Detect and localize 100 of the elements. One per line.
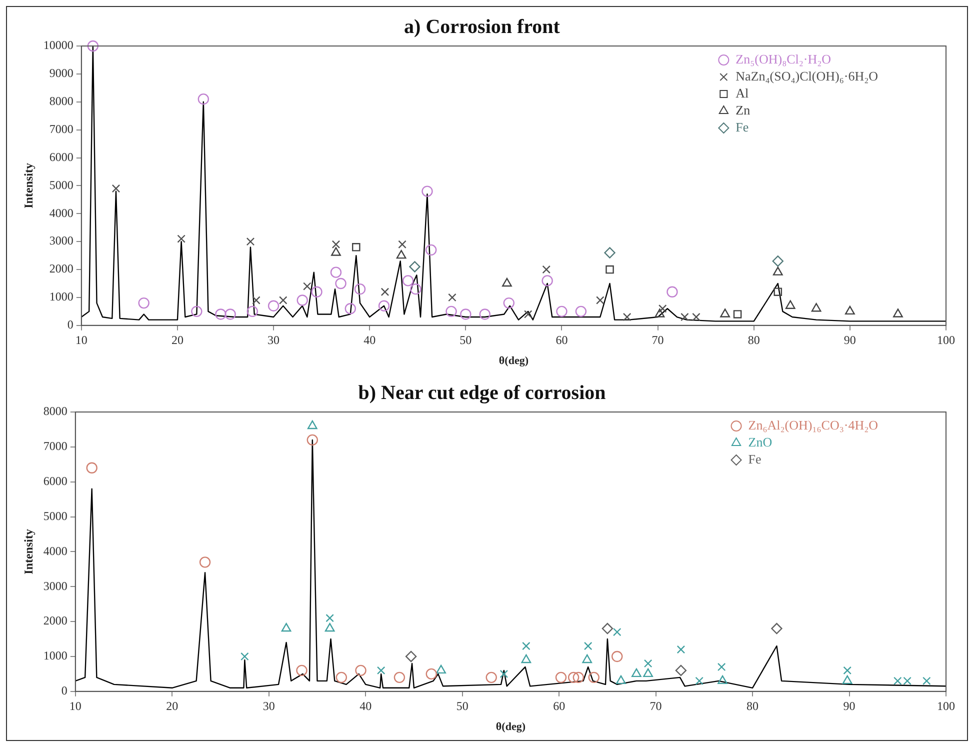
point (87, 40, 99, 52)
point (774, 288, 782, 296)
y-axis-title: Intensity (21, 529, 36, 574)
point (606, 265, 614, 274)
x-tick-label: 10 (69, 698, 82, 713)
x-tick-label: 30 (268, 332, 280, 347)
point (355, 664, 366, 676)
point (448, 293, 456, 302)
point (112, 184, 120, 193)
y-tick-label: 4000 (43, 544, 68, 558)
point (643, 668, 653, 678)
y-tick-label: 8000 (43, 404, 68, 418)
x-tick-label: 20 (166, 698, 178, 713)
legend-label: Zn₆Al₂(OH)₁₆CO₃·4H₂O (748, 417, 878, 432)
point (405, 650, 417, 662)
point (335, 278, 346, 290)
x-tick-label: 20 (171, 332, 184, 347)
point (177, 234, 186, 243)
point (326, 614, 334, 622)
x-tick-label: 50 (460, 332, 472, 347)
y-tick-label: 2000 (49, 262, 74, 276)
point (252, 296, 260, 304)
point (376, 666, 386, 675)
point (556, 306, 568, 318)
point (503, 297, 514, 309)
x-tick-label: 40 (360, 698, 372, 713)
y-tick-label: 10000 (43, 38, 74, 52)
point (336, 672, 348, 684)
y-tick-label: 2000 (43, 614, 68, 628)
point (198, 93, 210, 105)
y-tick-label: 6000 (49, 150, 74, 164)
point (632, 668, 642, 678)
point (191, 306, 202, 318)
point (811, 303, 822, 312)
point (344, 303, 356, 314)
point (612, 628, 622, 636)
point (332, 240, 340, 249)
point (330, 266, 342, 278)
y-tick-label: 7000 (43, 439, 68, 454)
point (843, 666, 852, 675)
point (410, 283, 422, 295)
y-tick-label: 6000 (43, 474, 68, 488)
point (409, 261, 420, 272)
point (324, 622, 335, 632)
point (680, 312, 689, 322)
chart-title: a) Corrosion front (404, 16, 560, 38)
point (893, 308, 903, 318)
y-tick-label: 9000 (49, 66, 74, 80)
y-tick-label: 0 (61, 684, 68, 698)
point (522, 642, 530, 650)
point (86, 462, 98, 474)
point (246, 306, 258, 318)
point (138, 297, 150, 309)
legend-label: ZnO (748, 434, 772, 450)
x-tick-label: 50 (456, 698, 468, 713)
point (676, 645, 686, 654)
x-tick-label: 70 (652, 332, 664, 347)
x-tick-label: 40 (364, 332, 376, 347)
point (331, 247, 341, 256)
point (394, 672, 406, 684)
legend-label: NaZn₄(SO₄)Cl(OH)₆·6H₂O (736, 68, 878, 84)
point (542, 275, 553, 286)
point (772, 256, 784, 267)
point (303, 282, 312, 290)
point (378, 300, 390, 312)
point (845, 306, 855, 315)
point (281, 622, 292, 632)
point (575, 306, 587, 318)
point (524, 310, 532, 318)
x-tick-label: 100 (937, 332, 955, 347)
point (692, 312, 700, 322)
point (675, 664, 687, 676)
point (658, 304, 667, 313)
point (555, 672, 567, 684)
legend-label: Fe (736, 119, 749, 134)
point (500, 670, 508, 678)
point (486, 672, 497, 684)
point (398, 240, 406, 249)
point (542, 265, 550, 274)
point (279, 296, 288, 304)
x-tick-label: 30 (262, 698, 275, 713)
point (572, 672, 584, 684)
point (502, 278, 512, 287)
point (644, 659, 652, 668)
point (460, 308, 472, 320)
point (568, 672, 580, 684)
point (582, 654, 592, 664)
point (720, 308, 730, 318)
y-tick-label: 0 (67, 318, 74, 332)
x-tick-label: 10 (75, 332, 88, 347)
y-tick-label: 1000 (43, 648, 68, 663)
x-tick-label: 90 (843, 698, 856, 713)
point (215, 308, 226, 320)
point (718, 675, 728, 684)
point (622, 312, 632, 322)
legend-label: Zn₅(OH)₈Cl₂·H₂O (736, 51, 832, 66)
point (436, 664, 446, 674)
y-tick-label: 7000 (49, 122, 74, 136)
point (240, 652, 249, 661)
point (307, 420, 318, 430)
